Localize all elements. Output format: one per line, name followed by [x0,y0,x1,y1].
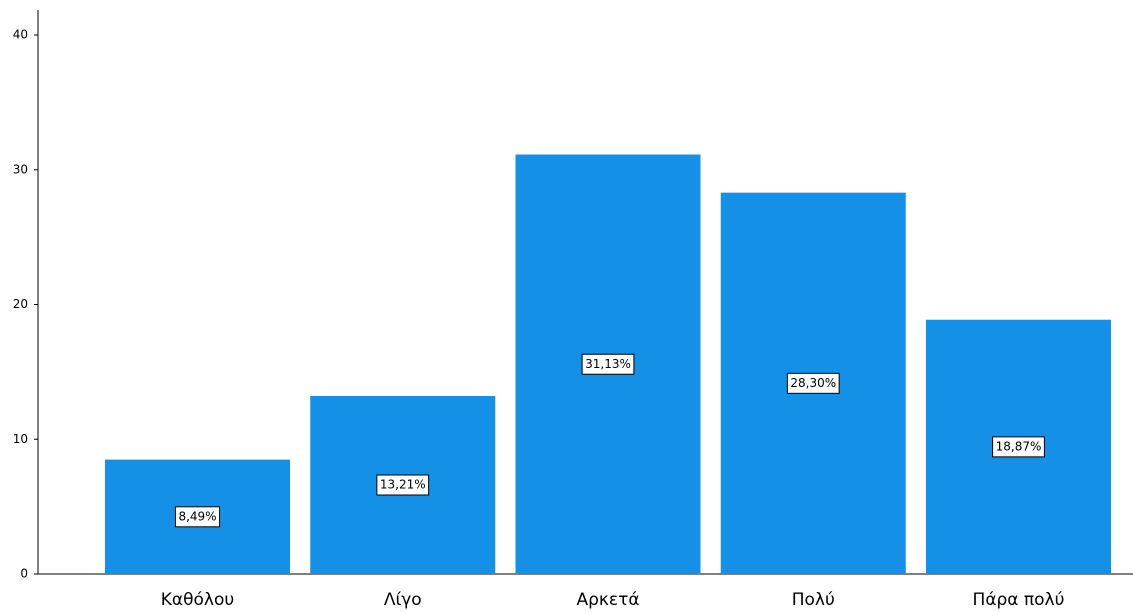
value-label: 18,87% [996,439,1042,453]
y-tick-label: 20 [13,297,28,311]
value-label-box [581,353,635,375]
value-label-box [376,474,430,496]
x-tick-label: Αρκετά [576,590,639,610]
value-label-box [786,372,840,394]
value-label: 31,13% [585,357,631,371]
x-tick-label: Πάρα πολύ [973,590,1065,610]
y-tick-label: 30 [13,162,28,176]
y-tick-label: 10 [13,432,28,446]
value-label-box [992,436,1045,458]
value-label-box [174,506,221,528]
y-tick-label: 40 [13,28,28,42]
x-tick-label: Πολύ [792,590,835,610]
value-label: 8,49% [178,509,216,523]
x-tick-label: Καθόλου [161,590,234,610]
y-tick-label: 0 [20,567,28,581]
x-tick-label: Λίγο [384,590,422,610]
value-label: 28,30% [790,376,836,390]
value-label: 13,21% [380,477,426,491]
